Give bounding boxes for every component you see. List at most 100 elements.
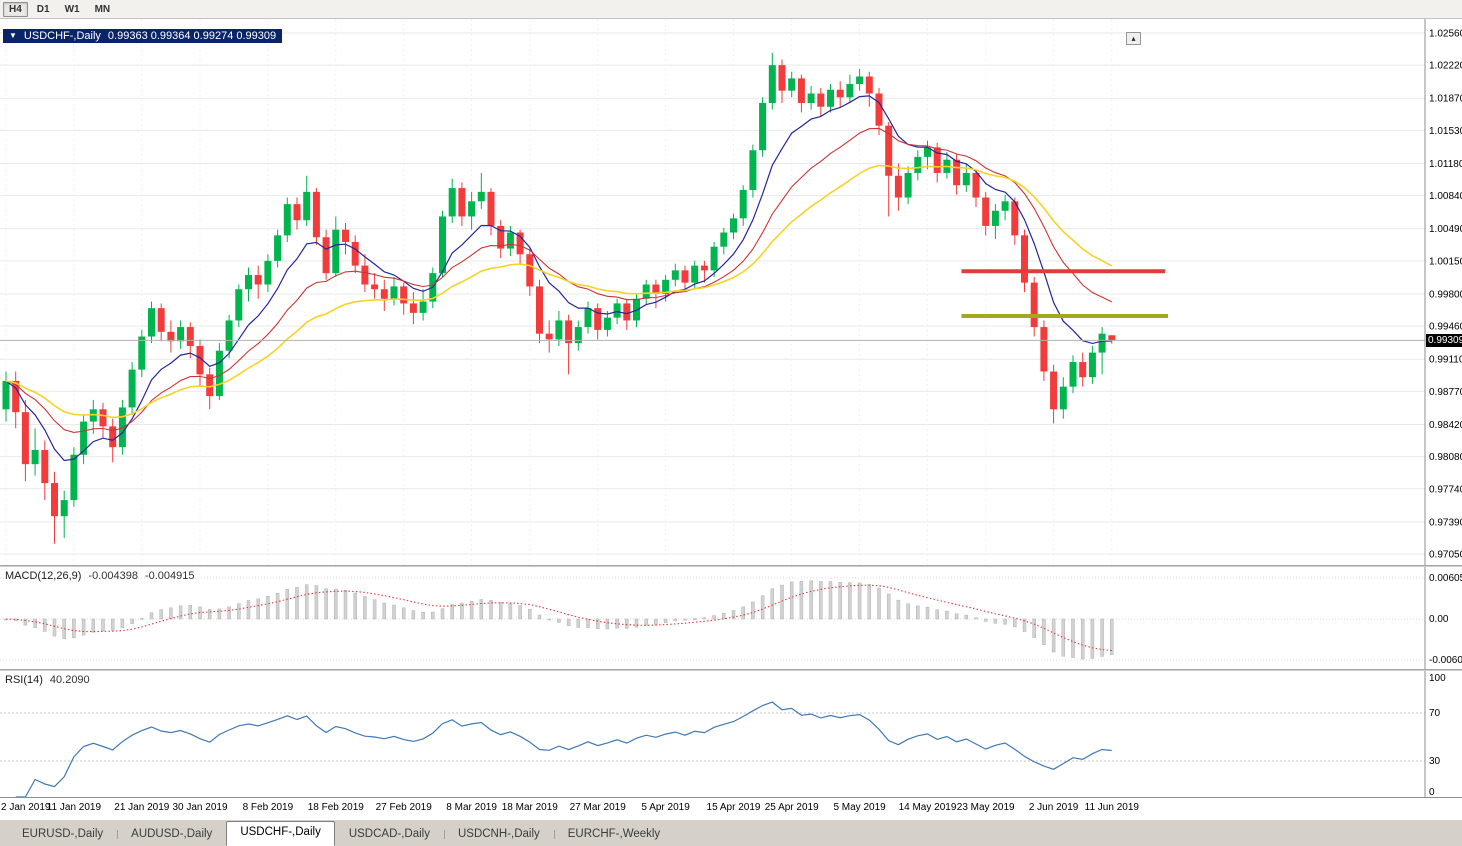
candle xyxy=(856,68,864,91)
candle xyxy=(439,210,446,277)
svg-text:0.97740: 0.97740 xyxy=(1429,484,1462,495)
svg-text:1.00490: 1.00490 xyxy=(1429,224,1462,235)
candle xyxy=(1050,364,1058,424)
candle xyxy=(827,84,834,113)
macd-canvas[interactable]: 0.006058 0.00 -0.006096 xyxy=(0,567,1462,669)
timeframe-mn-button[interactable]: MN xyxy=(94,3,111,15)
candle xyxy=(574,320,582,351)
macd-signal-line xyxy=(5,584,1112,652)
candle xyxy=(1079,352,1087,387)
rsi-value: 40.2090 xyxy=(49,674,90,686)
candle xyxy=(157,303,165,342)
date-label: 27 Mar 2019 xyxy=(569,802,626,813)
macd-name: MACD(12,26,9) xyxy=(5,570,82,582)
tab-list: EURUSD-,Daily AUDUSD-,Daily USDCHF-,Dail… xyxy=(0,820,1462,846)
candle xyxy=(768,52,776,110)
svg-text:0.97390: 0.97390 xyxy=(1429,517,1462,528)
chevron-down-icon[interactable]: ▼ xyxy=(9,31,17,40)
timeframe-h4-button[interactable]: H4 xyxy=(3,1,28,17)
svg-text:1.01530: 1.01530 xyxy=(1429,126,1462,137)
candle xyxy=(99,402,107,438)
macd-indicator-panel: 0.006058 0.00 -0.006096 MACD(12,26,9) -0.00… xyxy=(0,567,1462,669)
date-label: 8 Mar 2019 xyxy=(446,802,497,813)
candle xyxy=(419,289,427,321)
candle xyxy=(681,265,689,293)
candle xyxy=(283,197,291,242)
rsi-indicator-panel: 100 70 30 0 RSI(14) 40.2090 xyxy=(0,671,1462,797)
candle xyxy=(594,303,602,340)
svg-text:1.02220: 1.02220 xyxy=(1429,61,1462,72)
candle xyxy=(118,399,126,455)
svg-text:70: 70 xyxy=(1429,708,1441,719)
tab-audusd-daily[interactable]: AUDUSD-,Daily xyxy=(117,823,226,846)
candle xyxy=(274,229,282,268)
timeframe-w1-button[interactable]: W1 xyxy=(64,3,80,15)
candle xyxy=(991,204,999,240)
panel-splitter[interactable] xyxy=(0,669,1462,671)
svg-text:1.01180: 1.01180 xyxy=(1429,159,1462,170)
candle xyxy=(264,254,272,293)
candle xyxy=(12,371,20,429)
date-label: 27 Feb 2019 xyxy=(375,802,432,813)
candle xyxy=(303,175,311,226)
date-label: 15 Apr 2019 xyxy=(706,802,761,813)
candle xyxy=(196,339,204,387)
candle xyxy=(497,220,505,259)
tab-usdcnh-daily[interactable]: USDCNH-,Daily xyxy=(443,823,554,846)
candle xyxy=(526,248,534,296)
rsi-canvas[interactable]: 100 70 30 0 xyxy=(0,671,1462,797)
price-chart-canvas[interactable]: 1.02560 1.02220 1.01870 1.01530 1.01180 1.008… xyxy=(0,19,1462,565)
rsi-line xyxy=(15,701,1112,797)
macd-signal-value: -0.004915 xyxy=(144,570,195,582)
tab-usdcad-daily[interactable]: USDCAD-,Daily xyxy=(348,828,430,840)
timeframe-d1-button[interactable]: D1 xyxy=(36,3,50,15)
candle xyxy=(342,223,349,255)
candle xyxy=(536,279,543,344)
candle xyxy=(1098,327,1106,375)
price-chart-panel: 1.02560 1.02220 1.01870 1.01530 1.01180 1.008… xyxy=(0,19,1462,565)
candle xyxy=(914,150,922,181)
candle xyxy=(468,191,476,230)
candle xyxy=(128,362,136,416)
current-price-badge: 0.99309 xyxy=(1426,334,1462,347)
svg-text:0.98420: 0.98420 xyxy=(1429,420,1462,431)
date-label: 2 Jan 2019 xyxy=(1,802,51,813)
candle xyxy=(245,267,252,302)
rsi-name: RSI(14) xyxy=(5,674,43,686)
candle xyxy=(31,428,39,476)
candle xyxy=(865,71,873,107)
candle xyxy=(477,172,485,209)
grid-lines xyxy=(0,19,1425,565)
panel-splitter[interactable] xyxy=(0,565,1462,567)
chart-restore-button[interactable]: ▴ xyxy=(1126,32,1141,45)
candle xyxy=(21,399,29,482)
candle xyxy=(332,216,340,277)
tab-eurusd-daily[interactable]: EURUSD-,Daily xyxy=(22,828,104,840)
candle xyxy=(749,144,757,198)
candle xyxy=(972,169,980,207)
candle xyxy=(225,314,233,359)
candle xyxy=(1059,377,1067,419)
candle xyxy=(312,188,320,245)
rsi-label: RSI(14) 40.2090 xyxy=(5,674,90,686)
date-label: 11 Jan 2019 xyxy=(46,802,102,813)
svg-text:100: 100 xyxy=(1429,673,1446,684)
ma-fast-blue-line xyxy=(5,95,1112,462)
date-label: 8 Feb 2019 xyxy=(242,802,294,813)
svg-text:1.00840: 1.00840 xyxy=(1429,191,1462,202)
chart-ohlc-values: 0.99363 0.99364 0.99274 0.99309 xyxy=(107,30,277,42)
candle xyxy=(167,320,175,353)
tab-usdchf-daily[interactable]: USDCHF-,Daily xyxy=(226,821,335,846)
svg-text:-0.006096: -0.006096 xyxy=(1429,655,1462,666)
candle xyxy=(41,440,49,501)
ma-mid-red-line xyxy=(5,127,1113,433)
candle xyxy=(380,279,388,311)
candle xyxy=(671,263,679,287)
svg-text:0.006058: 0.006058 xyxy=(1429,573,1462,584)
date-label: 11 Jun 2019 xyxy=(1084,802,1139,813)
candle xyxy=(1011,197,1019,245)
candle xyxy=(720,227,728,255)
tab-eurchf-weekly[interactable]: EURCHF-,Weekly xyxy=(553,823,674,846)
date-label: 5 Apr 2019 xyxy=(641,802,690,813)
